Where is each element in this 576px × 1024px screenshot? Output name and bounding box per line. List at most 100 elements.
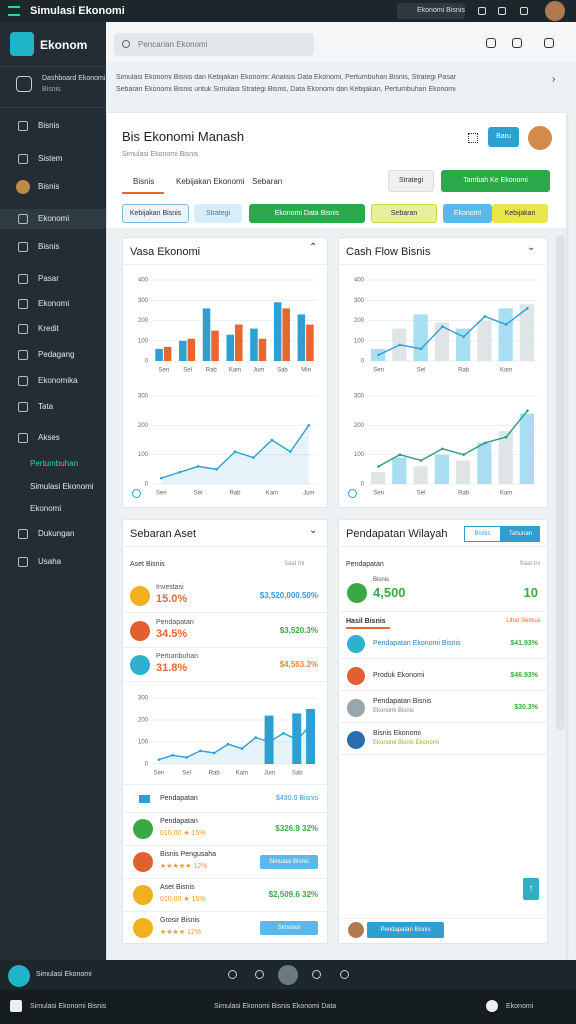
bar (434, 454, 450, 484)
menu-item[interactable]: Bisnis (38, 182, 60, 191)
menu-item[interactable]: Dukungan (38, 529, 75, 538)
footer-left: Simulasi Ekonomi Bisnis (30, 1003, 107, 1010)
menu-item[interactable]: Simulasi Ekonomi (30, 482, 94, 491)
menu-icon (18, 214, 28, 224)
menu-icon (18, 324, 28, 334)
icon-button (498, 7, 506, 15)
point (196, 465, 200, 468)
filter-chip[interactable]: Strategi (194, 204, 242, 223)
point (419, 459, 423, 462)
action-button[interactable]: Tambah Ke Ekonomi (441, 170, 550, 192)
x-tick-label: Kam (229, 368, 241, 374)
x-tick-label: Sen (373, 368, 384, 374)
menu-icon (18, 350, 28, 360)
avatar (348, 922, 364, 938)
icon (130, 586, 150, 606)
filter-chip[interactable]: Kebijakan (492, 204, 548, 223)
menu-item[interactable]: Pertumbuhan (30, 459, 79, 468)
search-label[interactable]: Ekonomi Bisnis (417, 7, 465, 14)
icon (133, 852, 153, 872)
scroll-top[interactable]: ↑ (523, 878, 539, 900)
menu-item[interactable]: Pasar (38, 274, 59, 283)
divider (338, 918, 548, 919)
point (377, 353, 380, 357)
x-tick-label: Rab (229, 491, 241, 497)
divider (122, 784, 328, 785)
icon (347, 699, 365, 717)
row-name: Pendapatan Ekonomi Bisnis (373, 640, 461, 647)
menu-item[interactable]: Bisnis (38, 121, 60, 130)
menu-icon (18, 433, 28, 443)
menu-item[interactable]: Akses (38, 433, 60, 442)
tab[interactable]: Sebaran (252, 177, 283, 186)
search-input[interactable]: Pencarian Ekonomi (138, 40, 208, 49)
menu-item[interactable]: Ekonomi (38, 214, 70, 223)
row-pill[interactable]: Simulasi Bisnis (260, 855, 318, 869)
point (398, 453, 402, 456)
row-sub: 010.00 ★ 15% (160, 896, 206, 903)
bar (519, 413, 535, 484)
footer-icon (10, 1000, 22, 1012)
icon (130, 620, 150, 641)
row-name: Produk Ekonomi (373, 672, 425, 679)
primary-button[interactable]: Baru (488, 127, 519, 147)
menu-item[interactable]: Ekonomi (38, 299, 70, 308)
bar (455, 460, 471, 484)
y-tick-label: 300 (138, 298, 149, 304)
chart: 0 100 200 300 Sen Sel Rab Kam Jum Sab (138, 696, 318, 777)
action-button[interactable]: Strategi (388, 170, 434, 192)
menu-item[interactable]: Kredit (38, 324, 59, 333)
bar (477, 320, 492, 361)
menu-item[interactable]: Pedagang (38, 350, 75, 359)
menu-item[interactable]: Bisnis (38, 242, 60, 251)
divider (122, 646, 328, 648)
filter-chip[interactable]: Ekonomi (443, 204, 492, 223)
point (462, 453, 465, 456)
row-sub: 010,00 ★ 15% (160, 830, 206, 837)
toggle-active[interactable]: Tahunan (501, 526, 540, 542)
bar (187, 338, 196, 361)
divider (122, 845, 328, 846)
section-link[interactable]: Lihat Semua (506, 618, 540, 624)
menu-item[interactable]: Sistem (38, 154, 63, 163)
row-name: Pendapatan (160, 818, 198, 825)
bar (392, 457, 407, 484)
filter-chip[interactable]: Sebaran (371, 204, 437, 223)
card-title: Pendapatan Wilayah (346, 528, 448, 540)
y-tick-label: 0 (145, 359, 149, 365)
pill[interactable]: Pendapatan Bisnis (367, 922, 444, 938)
point (441, 325, 444, 328)
icon (122, 40, 130, 48)
menu-avatar (16, 180, 30, 194)
y-tick-label: 100 (138, 740, 149, 746)
filter-chip[interactable]: Ekonomi Data Bisnis (249, 204, 365, 223)
icon-button (478, 7, 486, 15)
filter-chip[interactable]: Kebijakan Bisnis (122, 204, 189, 223)
menu-icon (18, 121, 28, 131)
y-tick-label: 100 (354, 452, 365, 458)
card-title: Vasa Ekonomi (130, 246, 201, 258)
tab[interactable]: Bisnis (133, 177, 155, 186)
menu-item[interactable]: Ekonomi (30, 504, 62, 513)
row-pill[interactable]: Simulasi (260, 921, 318, 935)
profile-block (0, 66, 106, 108)
card (338, 519, 548, 944)
chart: 0 100 200 300 400 Sen Sel Rab Kam (354, 278, 538, 374)
menu-item[interactable]: Ekonomika (38, 376, 78, 385)
menu-item[interactable]: Tata (38, 402, 54, 411)
menu-item[interactable]: Usaha (38, 557, 62, 566)
y-tick-label: 0 (361, 359, 365, 365)
divider (122, 911, 328, 912)
x-tick-label: Sel (417, 368, 426, 374)
point (419, 347, 423, 351)
line (158, 723, 312, 761)
big-label: Bisnis (373, 577, 390, 583)
point (199, 749, 202, 753)
banner-text: Simulasi Ekonomi Bisnis dan Kebijakan Ek… (116, 74, 457, 81)
point (240, 747, 244, 750)
tab[interactable]: Kebijakan Ekonomi (176, 177, 245, 186)
icon (130, 655, 150, 675)
row-sub: ★★★★ 12% (160, 929, 202, 936)
toggle[interactable]: Bisnis (464, 526, 501, 542)
profile-icon (16, 76, 32, 92)
